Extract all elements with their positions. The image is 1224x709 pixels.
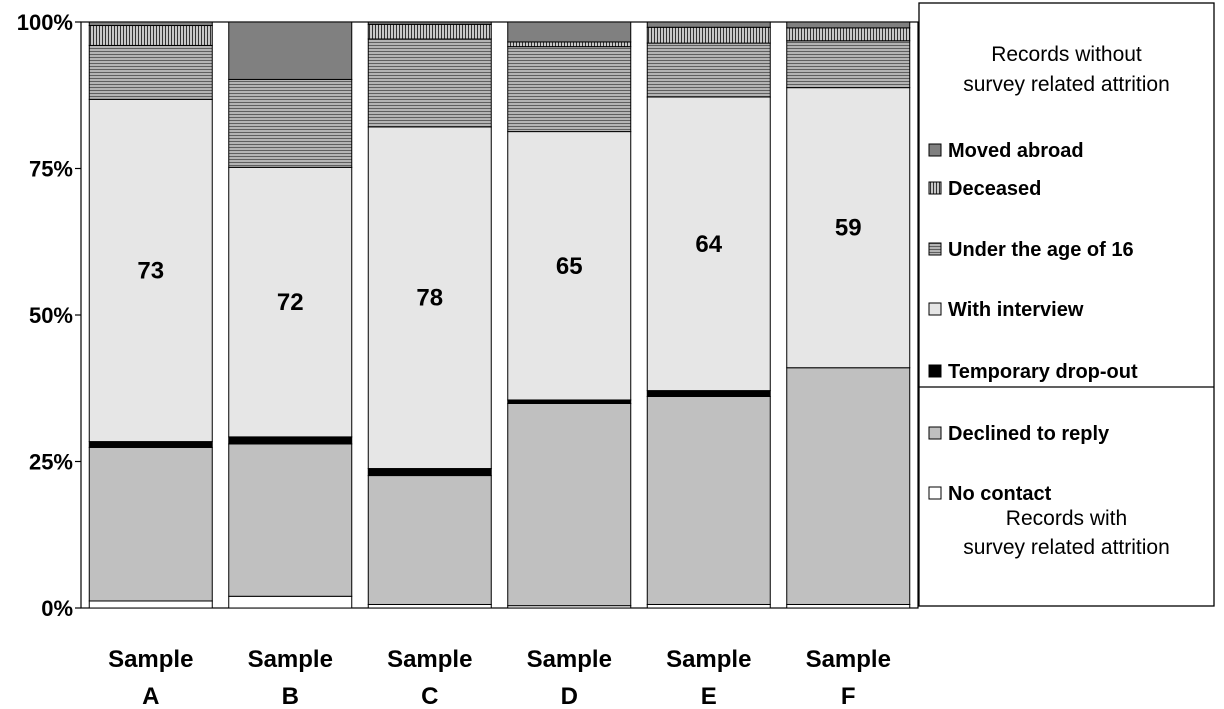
bar-segment-under-16 — [367, 38, 492, 128]
legend-item-declined: Declined to reply — [948, 423, 1110, 445]
y-tick-label: 50% — [29, 303, 73, 328]
x-tick-label: Sample — [806, 646, 891, 673]
bar-segment-temp-dropout — [367, 468, 492, 477]
legend-item-with-interview: With interview — [948, 299, 1084, 321]
data-label: 65 — [556, 253, 583, 280]
legend-swatch-no-contact — [928, 486, 942, 500]
bar-segment-no-contact — [88, 600, 213, 609]
legend-box — [918, 2, 1215, 607]
x-tick-label: C — [421, 683, 438, 709]
bar-segment-no-contact — [646, 603, 771, 609]
bar-segment-declined — [228, 443, 353, 597]
bar-segment-no-contact — [228, 595, 353, 609]
bar-segment-temp-dropout — [507, 399, 632, 404]
y-tick-label: 0% — [41, 596, 73, 621]
x-tick-label: A — [142, 683, 159, 709]
bar-segment-with-interview — [646, 96, 771, 392]
bar-segment-moved-abroad — [786, 21, 911, 29]
x-tick-label: Sample — [527, 646, 612, 673]
bar-segment-no-contact — [786, 603, 911, 609]
data-label: 72 — [277, 289, 304, 316]
bar-segment-declined — [507, 402, 632, 607]
bar-segment-moved-abroad — [228, 21, 353, 80]
bar-segment-with-interview — [367, 126, 492, 470]
legend-swatch-temp-dropout — [928, 364, 942, 378]
data-label: 78 — [416, 285, 443, 312]
x-tick-label: Sample — [666, 646, 751, 673]
bar-segment-with-interview — [507, 131, 632, 401]
bar-segment-deceased — [88, 25, 213, 46]
bar-segment-declined — [367, 475, 492, 605]
bar-segment-deceased — [507, 41, 632, 48]
x-tick-label: E — [701, 683, 717, 709]
bars-group: 73 72 78 65 64 59 — [88, 21, 911, 609]
bar-segment-under-16 — [507, 46, 632, 133]
bar-segment-declined — [646, 395, 771, 605]
x-tick-label: Sample — [248, 646, 333, 673]
legend-heading-top: survey related attrition — [963, 73, 1170, 96]
legend-heading-bottom: Records with — [1006, 507, 1127, 530]
bar-segment-under-16 — [88, 44, 213, 100]
x-tick-label: B — [282, 683, 299, 709]
bar-segment-moved-abroad — [88, 21, 213, 27]
bar-segment-moved-abroad — [367, 21, 492, 25]
bar-segment-deceased — [786, 27, 911, 42]
data-label: 73 — [137, 257, 164, 284]
y-tick-label: 25% — [29, 450, 73, 475]
legend-swatch-deceased — [928, 181, 942, 195]
bar-segment-moved-abroad — [507, 21, 632, 43]
bar-segment-declined — [88, 446, 213, 602]
bar-segment-temp-dropout — [228, 436, 353, 445]
x-tick-label: D — [561, 683, 578, 709]
y-tick-label: 75% — [29, 157, 73, 182]
legend-item-deceased: Deceased — [948, 178, 1041, 200]
y-tick-label: 100% — [17, 10, 73, 35]
bar-segment-deceased — [646, 26, 771, 44]
bar-segment-under-16 — [786, 40, 911, 89]
legend-swatch-with-interview — [928, 302, 942, 316]
legend-swatch-under-16 — [928, 242, 942, 256]
legend-item-temp-dropout: Temporary drop-out — [948, 361, 1138, 383]
legend-item-no-contact: No contact — [948, 483, 1052, 505]
legend: Records without survey related attrition M… — [918, 2, 1215, 607]
legend-heading-top: Records without — [991, 43, 1142, 66]
data-label: 59 — [835, 215, 862, 242]
bar-segment-declined — [786, 367, 911, 605]
legend-item-under-16: Under the age of 16 — [948, 239, 1134, 261]
bar-segment-deceased — [367, 23, 492, 40]
bar-segment-under-16 — [228, 78, 353, 168]
x-tick-label: Sample — [387, 646, 472, 673]
x-axis: Sample A Sample B Sample C Sample D Sample E Sampl… — [108, 646, 891, 709]
legend-item-moved-abroad: Moved abroad — [948, 140, 1084, 162]
bar-segment-under-16 — [646, 42, 771, 98]
data-label: 64 — [695, 231, 722, 258]
bar-segment-no-contact — [367, 603, 492, 609]
legend-swatch-moved-abroad — [928, 143, 942, 157]
bar-segment-with-interview — [228, 166, 353, 438]
legend-heading-bottom: survey related attrition — [963, 536, 1170, 559]
bar-segment-temp-dropout — [88, 441, 213, 448]
bar-segment-with-interview — [88, 98, 213, 443]
bar-segment-with-interview — [786, 87, 911, 369]
y-axis: 0% 25% 50% 75% 100% — [17, 10, 81, 621]
bar-segment-moved-abroad — [646, 21, 771, 28]
x-tick-label: F — [841, 683, 856, 709]
x-tick-label: Sample — [108, 646, 193, 673]
bar-segment-temp-dropout — [646, 390, 771, 397]
legend-swatch-declined — [928, 426, 942, 440]
